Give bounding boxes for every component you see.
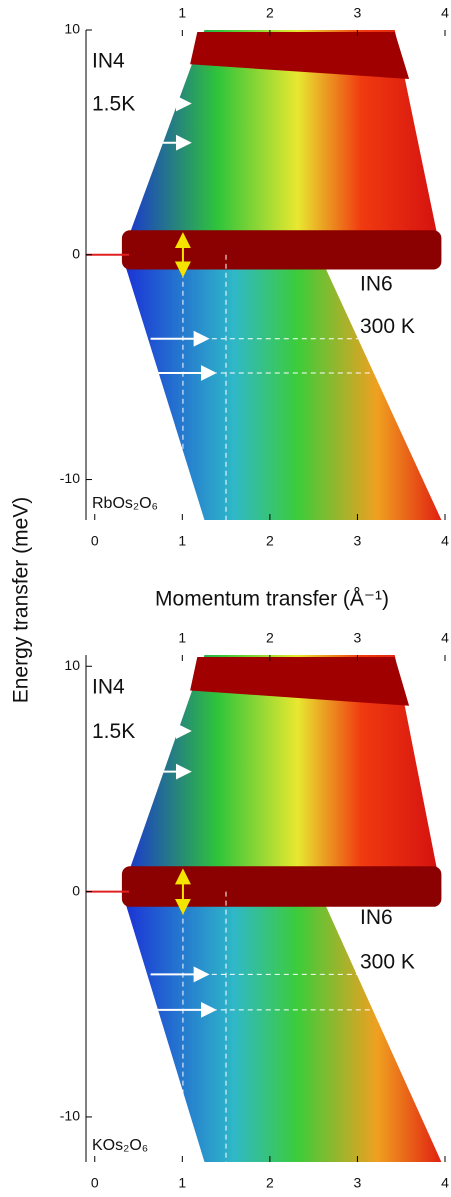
y-tick-label: -10 xyxy=(60,1108,80,1124)
x-tick-label: 0 xyxy=(91,1175,99,1191)
heatmap-upper-band xyxy=(190,32,410,79)
panel-label: 1.5K xyxy=(92,720,135,743)
elastic-band xyxy=(121,230,442,270)
x2-tick-label: 4 xyxy=(441,5,449,21)
x-tick-label: 3 xyxy=(354,533,362,549)
x-tick-label: 3 xyxy=(354,1175,362,1191)
y-tick-label: 0 xyxy=(72,245,80,261)
x-tick-label: 1 xyxy=(178,1175,186,1191)
heatmap-upper xyxy=(121,655,442,892)
y-tick-label: -10 xyxy=(60,470,80,486)
x-tick-label: 4 xyxy=(441,1175,449,1191)
sample-label: RbOs₂O₆ xyxy=(92,495,158,512)
panel-label: 1.5K xyxy=(92,93,135,116)
x-tick-label: 2 xyxy=(266,1175,274,1191)
panel-label: 300 K xyxy=(360,950,415,973)
panel-label: IN4 xyxy=(92,49,125,72)
panel-label: IN6 xyxy=(360,272,393,295)
sample-label: KOs₂O₆ xyxy=(92,1137,148,1154)
y-tick-label: 0 xyxy=(72,882,80,898)
panel-label: IN4 xyxy=(92,676,125,699)
x-tick-label: 0 xyxy=(91,533,99,549)
x2-tick-label: 3 xyxy=(354,630,362,646)
y-tick-label: 10 xyxy=(64,657,80,673)
x2-tick-label: 1 xyxy=(178,630,186,646)
heatmap-upper-band xyxy=(190,657,410,706)
x2-tick-label: 2 xyxy=(266,5,274,21)
x2-tick-label: 2 xyxy=(266,630,274,646)
heatmap-lower xyxy=(121,891,442,1162)
x-axis-label: Momentum transfer (Å⁻¹) xyxy=(155,588,389,611)
panel-label: IN6 xyxy=(360,906,393,929)
x-tick-label: 4 xyxy=(441,533,449,549)
heatmap-lower xyxy=(121,254,442,521)
x-tick-label: 2 xyxy=(266,533,274,549)
x2-tick-label: 3 xyxy=(354,5,362,21)
y-axis-label: Energy transfer (meV) xyxy=(10,497,33,704)
x-tick-label: 1 xyxy=(178,533,186,549)
elastic-band xyxy=(121,866,442,907)
x2-tick-label: 1 xyxy=(178,5,186,21)
y-tick-label: 10 xyxy=(64,21,80,37)
x2-tick-label: 4 xyxy=(441,630,449,646)
panel-label: 300 K xyxy=(360,315,415,338)
heatmap-upper xyxy=(121,30,442,255)
